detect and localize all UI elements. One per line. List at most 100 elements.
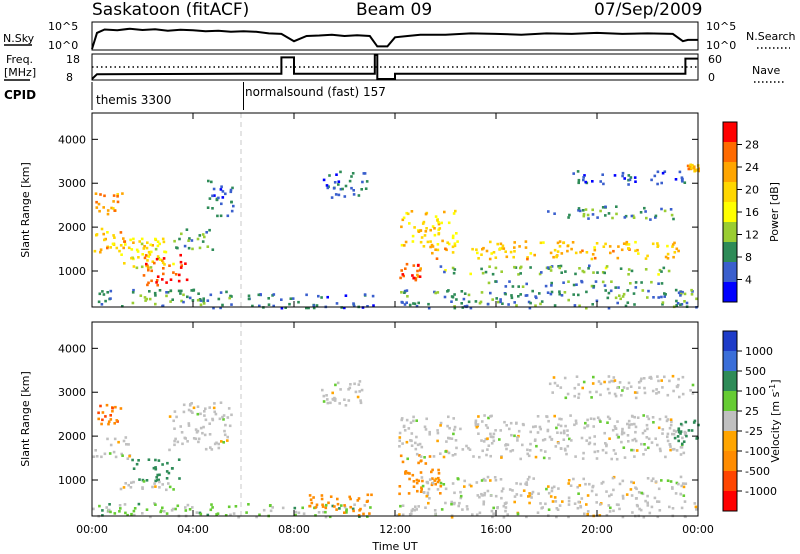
velocity-cell-9-48	[627, 440, 630, 443]
velocity-colorbar-label-end: ]	[769, 379, 782, 383]
velocity-cell-11-8	[637, 381, 641, 384]
power-cell-6-20	[229, 188, 233, 192]
power-cell-4-18	[155, 281, 158, 284]
power-cell-9-15	[352, 304, 356, 308]
velocity-cell-9-294	[477, 415, 480, 418]
velocity-cell-9-55	[608, 417, 612, 420]
velocity-cell-5-41	[154, 503, 157, 506]
velocity-cell-3-1	[190, 402, 193, 405]
power-cell-12-84	[431, 251, 434, 255]
velocity-cell-6-3	[326, 398, 329, 401]
velocity-cell-0-3	[97, 411, 100, 415]
velocity-cell-10-133	[422, 491, 426, 494]
velocity-cell-13-86	[658, 509, 662, 512]
power-cell-11-14	[421, 222, 425, 225]
velocity-cell-11-47	[622, 386, 626, 389]
velocity-cell-0-17	[107, 420, 111, 423]
velocity-cell-9-289	[666, 418, 670, 421]
power-cell-13-7	[500, 270, 503, 273]
power-cell-3-16	[137, 256, 140, 259]
velocity-cell-10-29	[511, 489, 514, 492]
velocity-cell-3-32	[224, 423, 227, 427]
power-cell-18-122	[546, 291, 550, 294]
velocity-cell-9-86	[543, 438, 547, 441]
velocity-cell-3-54	[172, 419, 175, 423]
power-cell-18-23	[460, 290, 464, 293]
velocity-cell-6-6	[331, 391, 334, 395]
power-cell-2-1	[151, 244, 154, 247]
power-cell-16-8	[582, 178, 585, 182]
velocity-cell-11-19	[559, 386, 563, 389]
power-cell-8-6	[344, 184, 348, 188]
velocity-cell-0-16	[101, 411, 105, 414]
velocity-cell-5-9	[345, 511, 348, 514]
power-cell-12-19	[526, 256, 529, 259]
power-cell-8-16	[350, 186, 353, 190]
velocity-cell-7-35	[366, 499, 369, 503]
velocity-cell-8-11	[428, 455, 432, 458]
power-cell-9-27	[280, 298, 283, 301]
power-cell-14-13	[634, 281, 638, 284]
velocity-cell-9-153	[534, 455, 538, 459]
power-cell-18-119	[647, 289, 650, 293]
velocity-cell-9-14	[398, 436, 402, 439]
velocity-cell-9-15	[645, 436, 649, 439]
velocity-cell-10-87	[426, 491, 430, 495]
power-cell-12-103	[627, 247, 631, 250]
power-cell-12-85	[542, 241, 545, 244]
velocity-cell-7-24	[310, 501, 314, 505]
velocity-cell-7-16	[321, 505, 325, 508]
power-cell-12-22	[651, 242, 655, 246]
velocity-cell-9-75	[631, 438, 634, 442]
velocity-cell-9-62	[508, 427, 511, 431]
velocity-cell-13-30	[417, 505, 420, 508]
power-cell-15-40	[649, 218, 652, 221]
velocity-cell-10-44	[582, 477, 585, 481]
velocity-cell-9-28	[454, 439, 458, 442]
velocity-cell-3-14	[168, 448, 171, 452]
velocity-cell-13-32	[492, 512, 495, 515]
velocity-cell-9-67	[529, 430, 532, 434]
velocity-cell-10-124	[547, 491, 551, 495]
velocity-cell-10-132	[630, 494, 634, 497]
velocity-cell-12-2	[679, 430, 683, 433]
velocity-cell-9-210	[542, 456, 546, 460]
velocity-cell-11-63	[592, 375, 595, 379]
power-cell-16-26	[628, 178, 632, 182]
velocity-cell-5-6	[195, 511, 199, 514]
power-cell-18-0	[626, 301, 630, 304]
power-cell-4-0	[162, 272, 165, 276]
power-cell-15-39	[632, 216, 636, 219]
power-cell-1-9	[102, 206, 105, 209]
velocity-cell-9-252	[428, 433, 431, 436]
velocity-cell-9-172	[574, 455, 577, 458]
power-cell-11-10	[411, 234, 415, 238]
velocity-cell-6-9	[353, 382, 356, 386]
velocity-cell-10-60	[463, 479, 466, 483]
power-cell-6-18	[220, 202, 223, 206]
power-cell-18-15	[663, 295, 666, 298]
velocity-cell-10-81	[666, 479, 670, 482]
power-cell-15-32	[660, 207, 663, 211]
velocity-cell-5-19	[215, 513, 218, 516]
velocity-cell-5-71	[232, 512, 236, 515]
velocity-cell-2-9	[147, 458, 151, 461]
power-cell-12-109	[429, 245, 432, 249]
velocity-cell-4-13	[168, 485, 172, 489]
power-cell-11-19	[436, 243, 440, 246]
power-cell-7-4	[199, 303, 203, 307]
power-cell-2-2	[115, 246, 119, 250]
velocity-cell-9-37	[564, 449, 567, 452]
velocity-cell-11-1	[621, 389, 624, 392]
power-cell-4-20	[146, 264, 149, 268]
power-cell-12-50	[673, 241, 676, 245]
power-cell-15-23	[669, 208, 673, 211]
velocity-colorbar-tick-4: -25	[745, 425, 763, 438]
power-cell-0-16	[95, 233, 99, 236]
power-cell-16-16	[577, 178, 581, 182]
power-cell-11-4	[408, 222, 411, 225]
power-colorbar-block-8	[723, 282, 737, 303]
power-cell-18-12	[528, 306, 532, 310]
power-colorbar-block-7	[723, 262, 737, 283]
